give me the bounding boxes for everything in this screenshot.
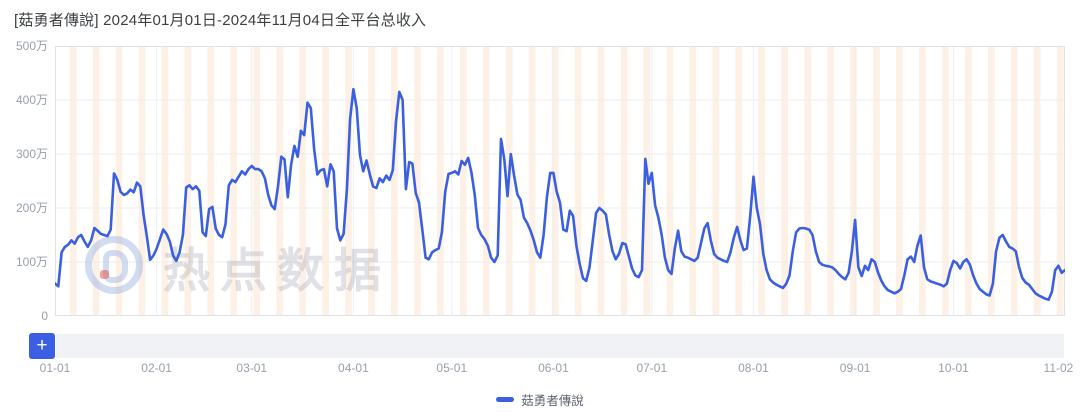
y-axis-tick-label: 0 <box>41 309 48 323</box>
x-axis-tick-label: 01-01 <box>39 361 71 375</box>
x-axis-tick-label: 05-01 <box>436 361 468 375</box>
y-axis-tick-label: 500万 <box>15 39 48 53</box>
legend: 菇勇者傳說 <box>0 390 1080 409</box>
x-axis-tick-label: 06-01 <box>538 361 569 375</box>
datazoom-slider-track[interactable] <box>56 334 1064 358</box>
x-axis-tick-label: 09-01 <box>839 361 871 375</box>
legend-item[interactable]: 菇勇者傳說 <box>496 390 584 409</box>
add-zoom-button[interactable]: + <box>29 333 55 359</box>
y-axis-tick-label: 100万 <box>15 255 48 269</box>
x-axis-tick-label: 10-01 <box>938 361 969 375</box>
line-layer <box>55 87 1065 302</box>
plot-area[interactable]: 热点数据 <box>55 46 1065 316</box>
x-axis-tick-label: 03-01 <box>236 361 268 375</box>
x-axis-tick-label: 08-01 <box>738 361 769 375</box>
y-axis-tick-label: 300万 <box>15 147 48 161</box>
x-axis-tick-label: 07-01 <box>636 361 668 375</box>
legend-label: 菇勇者傳說 <box>521 394 584 408</box>
y-axis-tick-label: 200万 <box>15 201 48 215</box>
chart-title: [菇勇者傳說] 2024年01月01日-2024年11月04日全平台总收入 <box>14 12 427 29</box>
x-axis-tick-label: 02-01 <box>141 361 172 375</box>
x-axis-tick-label: 04-01 <box>338 361 369 375</box>
x-axis-tick-label: 11-02 <box>1043 361 1074 375</box>
legend-line-marker <box>496 397 515 402</box>
y-axis-tick-label: 400万 <box>15 93 48 107</box>
